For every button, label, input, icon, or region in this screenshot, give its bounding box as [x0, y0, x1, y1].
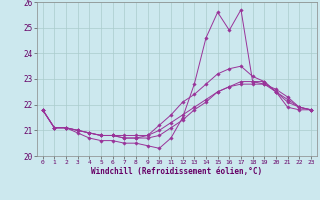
X-axis label: Windchill (Refroidissement éolien,°C): Windchill (Refroidissement éolien,°C) — [91, 167, 262, 176]
